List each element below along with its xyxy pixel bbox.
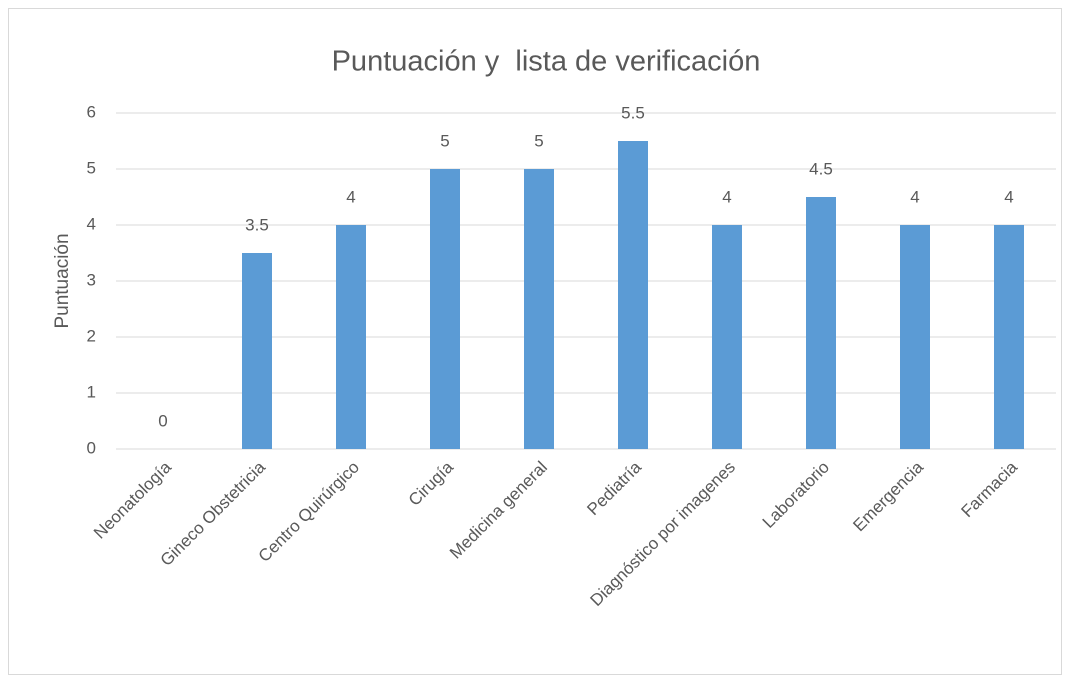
bar (430, 169, 460, 449)
y-tick-label: 6 (87, 102, 96, 121)
y-tick-label: 2 (87, 326, 96, 345)
data-label: 4.5 (809, 159, 833, 178)
y-tick-label: 3 (87, 270, 96, 289)
y-tick-label: 1 (87, 382, 96, 401)
data-label: 4 (346, 187, 355, 206)
y-tick-label: 4 (87, 214, 96, 233)
bar (806, 197, 836, 449)
bar (336, 225, 366, 449)
data-label: 4 (910, 187, 919, 206)
y-tick-label: 5 (87, 158, 96, 177)
chart-title: Puntuación y lista de verificación (332, 46, 761, 78)
bar (242, 253, 272, 449)
bar (712, 225, 742, 449)
data-label: 3.5 (245, 215, 269, 234)
data-label: 5 (440, 131, 449, 150)
bar (994, 225, 1024, 449)
data-label: 4 (1004, 187, 1013, 206)
y-axis-label: Puntuación (52, 233, 73, 328)
data-label: 5.5 (621, 103, 645, 122)
data-label: 5 (534, 131, 543, 150)
data-label: 4 (722, 187, 731, 206)
y-tick-label: 0 (87, 438, 96, 457)
data-label: 0 (158, 411, 167, 430)
bar (618, 141, 648, 449)
bar (524, 169, 554, 449)
bar (900, 225, 930, 449)
